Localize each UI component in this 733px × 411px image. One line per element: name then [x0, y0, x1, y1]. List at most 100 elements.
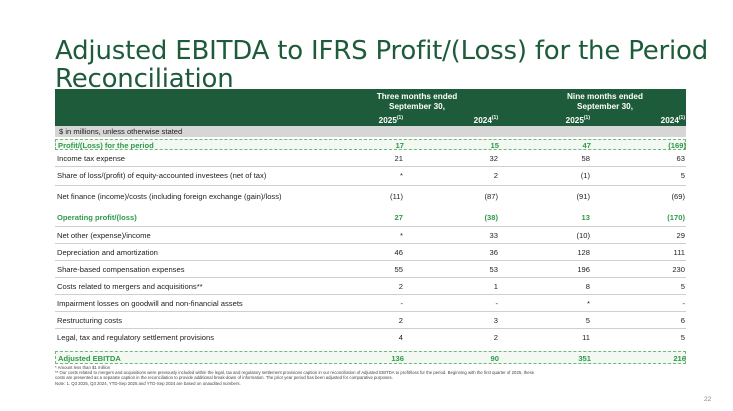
row-value: 29 — [676, 231, 685, 240]
table-row: Operating profit/(loss) 27 (38) 13 (170) — [55, 209, 686, 227]
row-label: Income tax expense — [57, 154, 125, 163]
header-year: 2025(1) — [547, 115, 590, 125]
table-row: Impairment losses on goodwill and non-fi… — [55, 295, 686, 312]
year-note: (1) — [491, 115, 498, 121]
row-label: Restructuring costs — [57, 316, 122, 325]
page-title: Adjusted EBITDA to IFRS Profit/(Loss) fo… — [55, 36, 709, 94]
row-value: 136 — [391, 354, 404, 363]
year-text: 2024 — [660, 116, 679, 125]
header-year: 2025(1) — [360, 115, 403, 125]
row-label: Net other (expense)/income — [57, 231, 151, 240]
row-value: 63 — [676, 154, 685, 163]
header-group-line: September 30, — [577, 102, 633, 111]
header-group-three-months: Three months ended September 30, — [347, 92, 487, 112]
header-year: 2024(1) — [455, 115, 498, 125]
row-value: 196 — [577, 265, 590, 274]
row-label: Operating profit/(loss) — [57, 213, 137, 222]
row-label: Impairment losses on goodwill and non-fi… — [57, 299, 243, 308]
row-value: (87) — [484, 192, 498, 201]
footnote: * Amount less than $1 million — [55, 365, 111, 370]
row-value: 32 — [489, 154, 498, 163]
row-value: 55 — [394, 265, 403, 274]
row-divider — [55, 294, 686, 295]
row-value: 5 — [680, 171, 685, 180]
row-value: (69) — [671, 192, 685, 201]
table-row: Depreciation and amortization 46 36 128 111 — [55, 244, 686, 261]
table-row: Net other (expense)/income * 33 (10) 29 — [55, 227, 686, 244]
row-value: 58 — [581, 154, 590, 163]
row-value: 128 — [577, 248, 590, 257]
row-divider — [55, 166, 686, 167]
row-label: Net finance (income)/costs (including fo… — [57, 192, 282, 201]
table-row: Share-based compensation expenses 55 53 196… — [55, 261, 686, 278]
row-value: 2 — [493, 171, 498, 180]
year-text: 2025 — [565, 116, 584, 125]
table-body: Profit/(Loss) for the period 17 15 47 (169) I… — [55, 138, 686, 364]
unit-label: $ in millions, unless otherwise stated — [55, 126, 686, 138]
footnotes: * Amount less than $1 million ** Our cos… — [55, 365, 695, 386]
row-value: 47 — [582, 141, 591, 150]
reconciliation-table: Three months ended September 30, Nine mo… — [55, 89, 686, 364]
row-divider — [55, 243, 686, 244]
footnote: ** Our costs related to mergers and acqu… — [55, 370, 535, 376]
row-value: - — [495, 299, 498, 308]
header-group-nine-months: Nine months ended September 30, — [535, 92, 675, 112]
year-text: 2025 — [378, 116, 397, 125]
row-label: Legal, tax and regulatory settlement pro… — [57, 333, 215, 342]
row-value: 36 — [489, 248, 498, 257]
table-row: Costs related to mergers and acquisition… — [55, 278, 686, 295]
row-value: 8 — [585, 282, 590, 291]
row-value: - — [400, 299, 403, 308]
row-divider — [55, 328, 686, 329]
row-value: 21 — [394, 154, 403, 163]
row-value: 17 — [395, 141, 404, 150]
table-row: Share of loss/(profit) of equity-account… — [55, 167, 686, 184]
year-note: (1) — [396, 115, 403, 121]
header-year: 2024(1) — [642, 115, 685, 125]
table-row: Legal, tax and regulatory settlement pro… — [55, 329, 686, 346]
year-note: (1) — [583, 115, 590, 121]
row-value: 90 — [490, 354, 499, 363]
row-divider — [55, 185, 686, 186]
row-label: Depreciation and amortization — [57, 248, 158, 257]
row-value: 5 — [680, 282, 685, 291]
row-value: * — [400, 171, 403, 180]
row-divider — [55, 226, 686, 227]
year-text: 2024 — [473, 116, 492, 125]
row-value: 216 — [673, 354, 686, 363]
row-value: 5 — [680, 333, 685, 342]
row-label: Share of loss/(profit) of equity-account… — [57, 171, 267, 180]
header-group-line: Three months ended — [376, 92, 458, 101]
row-value: 46 — [394, 248, 403, 257]
header-group-line: September 30, — [389, 102, 445, 111]
table-row: Profit/(Loss) for the period 17 15 47 (169) — [55, 139, 686, 150]
row-value: 351 — [578, 354, 591, 363]
row-divider — [55, 311, 686, 312]
row-value: 15 — [490, 141, 499, 150]
row-label: Profit/(Loss) for the period — [58, 141, 154, 150]
row-value: 27 — [394, 213, 403, 222]
page-number: 22 — [704, 396, 712, 403]
row-divider — [55, 260, 686, 261]
row-value: 33 — [489, 231, 498, 240]
row-value: 2 — [398, 282, 403, 291]
row-value: 3 — [493, 316, 498, 325]
row-value: - — [682, 299, 685, 308]
row-label: Adjusted EBITDA — [58, 354, 121, 363]
row-value: (91) — [576, 192, 590, 201]
year-note: (1) — [678, 115, 685, 121]
row-value: 4 — [398, 333, 403, 342]
row-value: 2 — [398, 316, 403, 325]
row-value: (170) — [667, 213, 685, 222]
row-divider — [55, 277, 686, 278]
header-group-line: Nine months ended — [567, 92, 643, 101]
table-header: Three months ended September 30, Nine mo… — [55, 89, 686, 126]
table-row: Restructuring costs 2 3 5 6 — [55, 312, 686, 329]
row-value: 13 — [581, 213, 590, 222]
row-label: Share-based compensation expenses — [57, 265, 185, 274]
table-row: Income tax expense 21 32 58 63 — [55, 150, 686, 167]
row-value: * — [400, 231, 403, 240]
row-value: 5 — [585, 316, 590, 325]
row-value: (11) — [390, 192, 403, 201]
row-value: * — [587, 299, 590, 308]
